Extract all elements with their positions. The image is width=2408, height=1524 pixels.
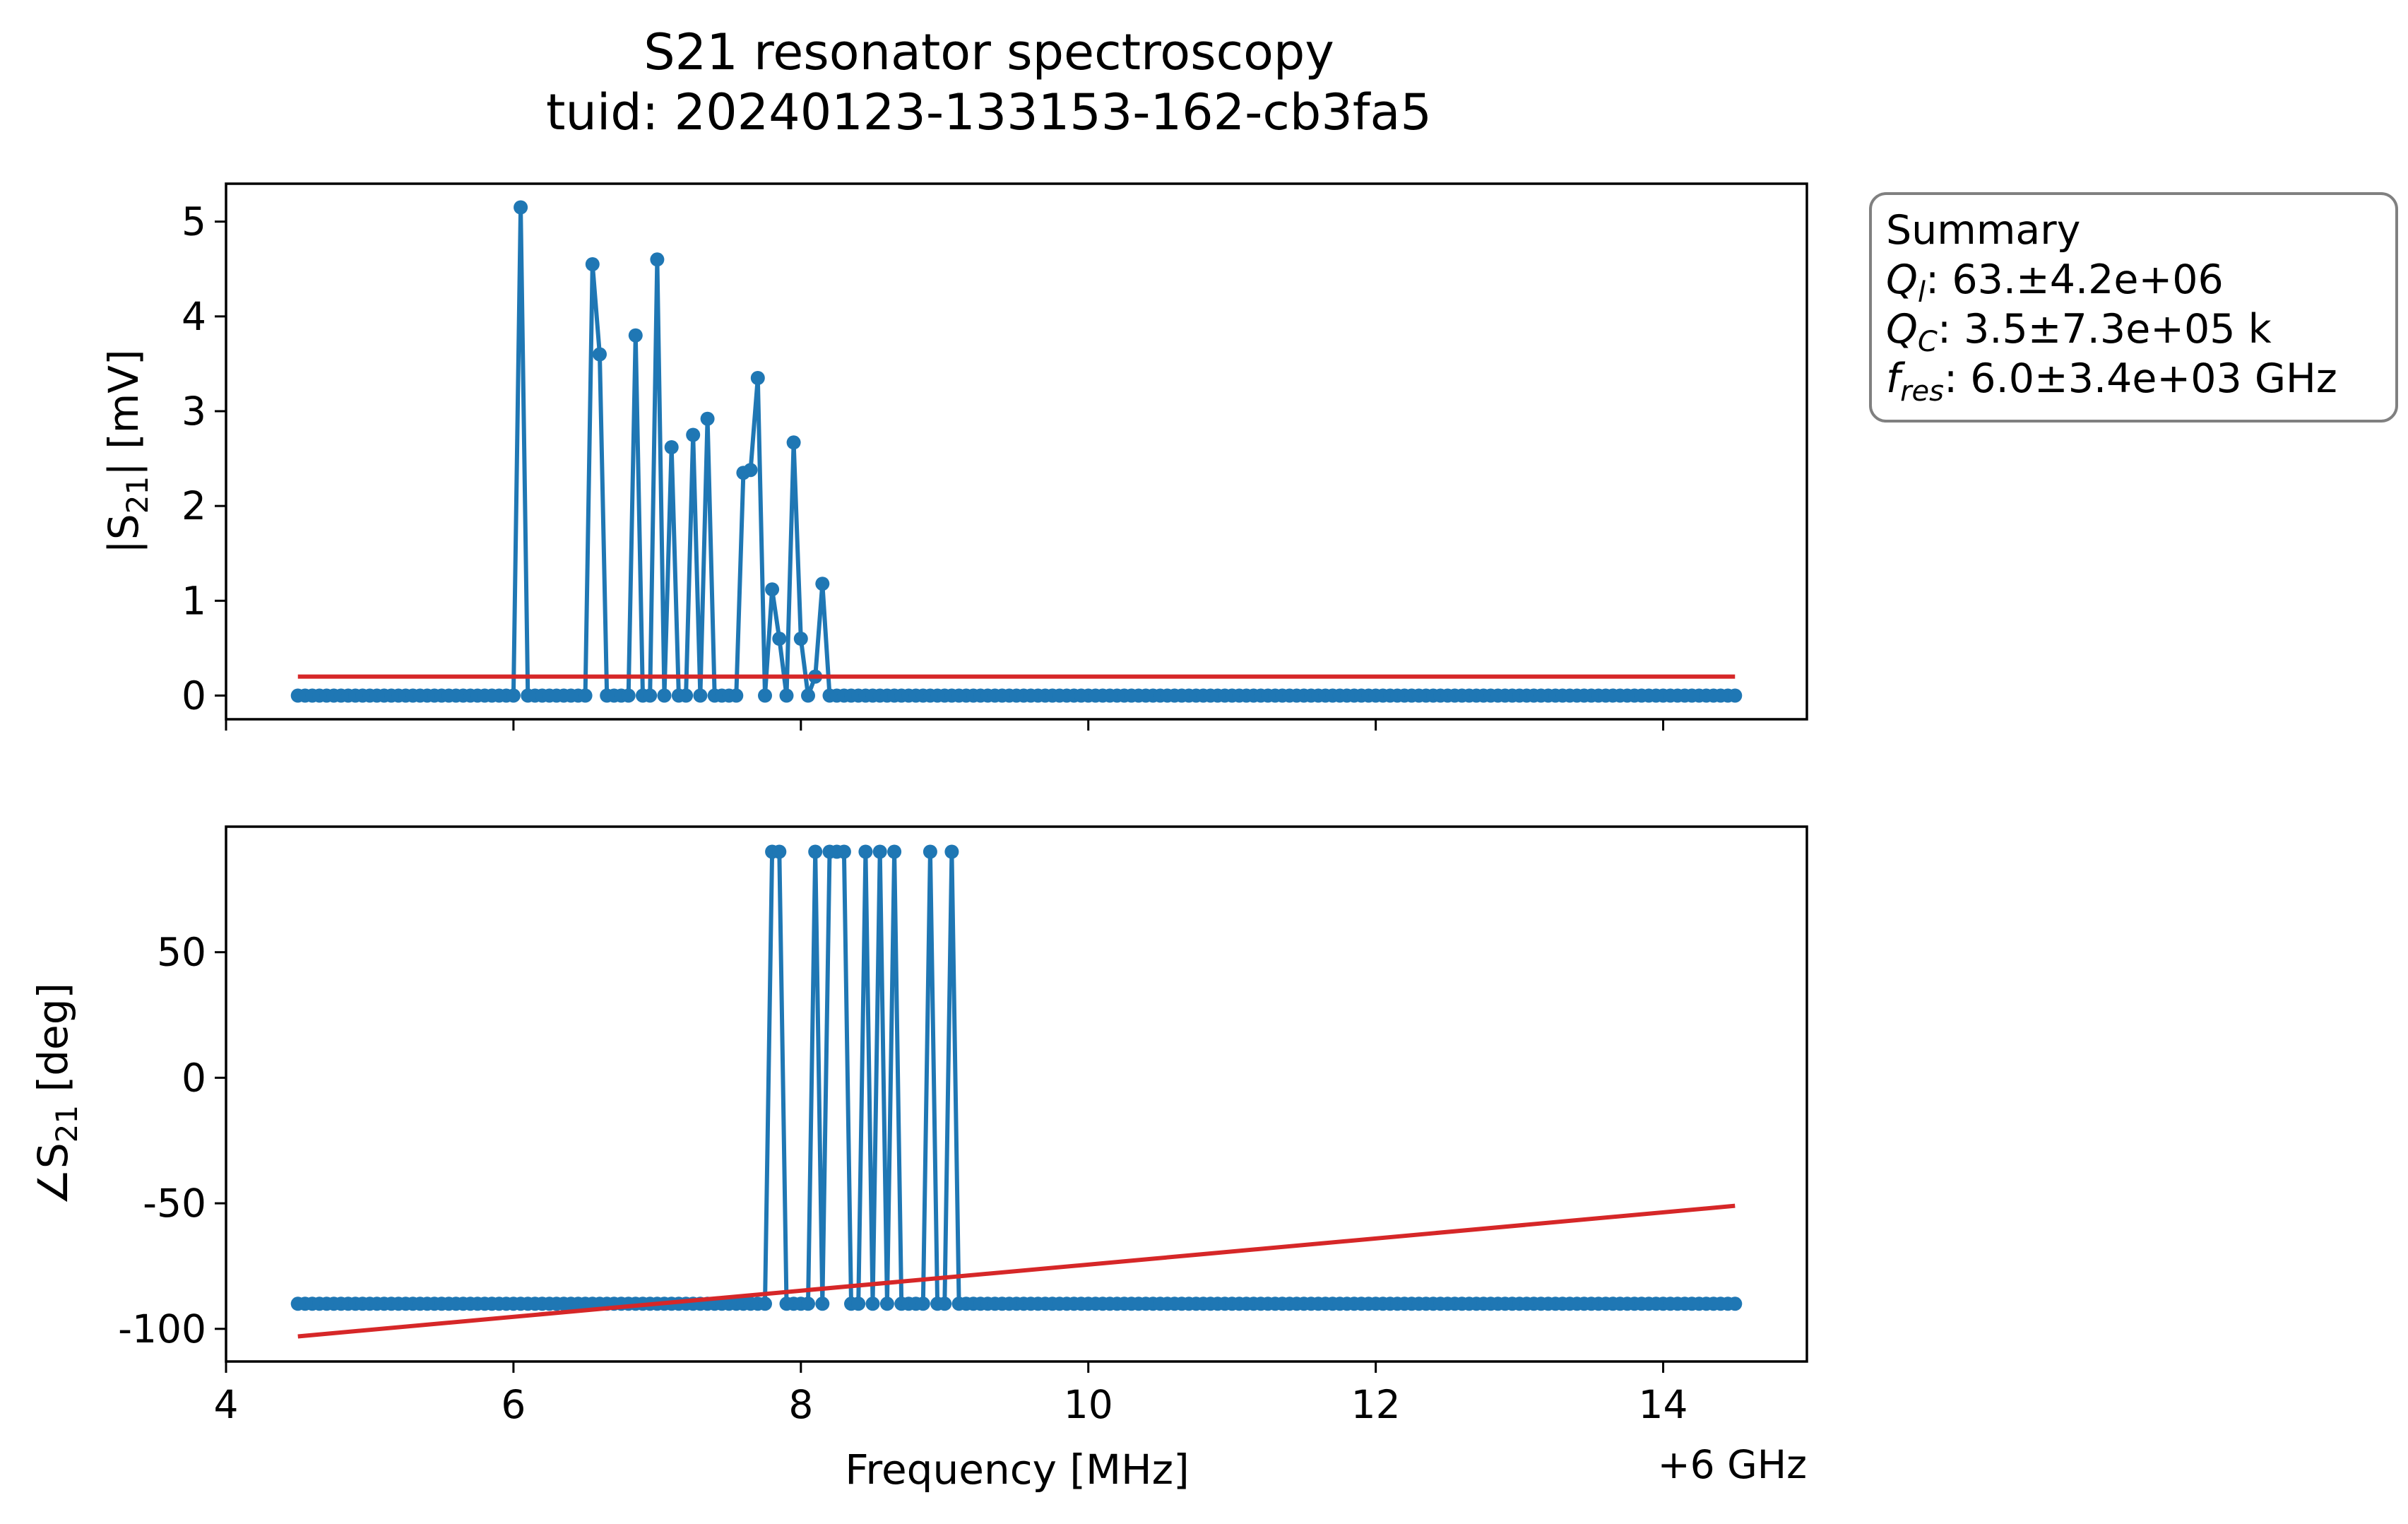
data-point [758,1296,772,1311]
y-axis-label-subscript: 21 [49,1105,84,1142]
y-tick-label: 1 [182,578,206,623]
data-point [578,688,593,703]
axes-frame [225,182,1808,721]
fit-line [297,1203,1736,1339]
summary-value: : 63.±4.2e+06 [1926,256,2224,303]
data-point [643,688,658,703]
data-point [585,257,600,271]
summary-quality-loaded: Ql: 63.±4.2e+06 [1886,256,2224,309]
data-point [865,1296,880,1311]
summary-box-frame [1869,192,2398,423]
data-point [836,844,851,859]
chart-subtitle: tuid: 20240123-133153-162-cb3fa5 [546,83,1432,141]
data-point [743,463,758,478]
data-point [700,411,715,426]
magnitude-panel: 0 1 2 3 4 5 |S21| [mV] [100,182,1808,731]
data-point [679,688,694,703]
data-point [801,1296,815,1311]
summary-symbol: Q [1886,256,1918,303]
summary-value: : 3.5±7.3e+05 k [1938,306,2272,353]
y-tick-label: 4 [182,294,206,339]
data-point [801,688,815,703]
y-axis-label: ∠S21 [deg] [29,983,84,1205]
data-point [793,632,808,646]
y-axis-label-subscript: 21 [120,476,155,514]
x-tick-label: 4 [214,1382,239,1427]
data-point [514,200,528,215]
x-offset-label: +6 GHz [1658,1442,1807,1487]
summary-heading: Summary [1886,207,2080,254]
x-tick-label: 8 [788,1382,813,1427]
y-tick-label: 3 [182,389,206,434]
summary-subscript: l [1918,276,1926,309]
data-line [297,849,1736,1306]
summary-value: : 6.0±3.4e+03 GHz [1944,355,2337,402]
data-point [1728,1296,1743,1311]
summary-subscript: C [1918,326,1938,358]
y-tick-label: -50 [143,1181,206,1226]
data-point [593,347,607,362]
x-tick-label: 6 [501,1382,526,1427]
data-point [765,582,780,597]
summary-resonance-frequency: fres: 6.0±3.4e+03 GHz [1886,355,2337,408]
data-point [758,688,772,703]
x-axis-label: Frequency [MHz] [845,1446,1189,1494]
data-point [923,844,937,859]
y-axis-label-part: ∠S [29,1142,77,1205]
axes-frame [225,825,1808,1363]
x-tick-label: 14 [1639,1382,1688,1427]
y-tick-label: 5 [182,199,206,244]
y-axis-label-part: [deg] [29,983,77,1105]
y-tick-label: 2 [182,483,206,528]
y-axis-label-part: | [mV] [100,349,148,475]
data-point [858,844,873,859]
summary-box: Summary Ql: 63.±4.2e+06 QC: 3.5±7.3e+05 … [1869,192,2398,423]
summary-quality-coupling: QC: 3.5±7.3e+05 k [1886,306,2272,358]
summary-symbol: Q [1886,306,1918,353]
y-axis-label-part: |S [100,514,148,553]
data-point [887,844,902,859]
data-point [808,844,823,859]
data-point [937,1296,952,1311]
data-point [664,440,679,454]
data-point [779,688,794,703]
x-tick-label: 10 [1064,1382,1113,1427]
y-tick-label: 50 [157,930,206,975]
data-point [851,1296,866,1311]
data-point [815,577,830,591]
data-point [686,427,701,442]
y-tick-label: -100 [118,1306,206,1352]
data-point [872,844,887,859]
data-point [772,632,787,646]
data-point [650,252,665,267]
y-axis-label: |S21| [mV] [100,349,155,553]
data-point [628,328,643,343]
data-point [657,688,672,703]
y-tick-label: 0 [182,673,206,718]
data-line [297,205,1736,698]
summary-subscript: res [1900,375,1944,408]
data-point [693,688,708,703]
data-point [1728,688,1743,703]
data-point [750,371,765,385]
x-tick-label: 12 [1351,1382,1401,1427]
data-point [944,844,959,859]
data-point [879,1296,894,1311]
chart-title: S21 resonator spectroscopy [643,23,1334,81]
data-point [815,1296,830,1311]
data-point [506,688,521,703]
data-point [621,688,636,703]
data-point [786,435,801,450]
data-point [772,844,787,859]
data-point [915,1296,930,1311]
data-point [729,688,744,703]
y-tick-label: 0 [182,1055,206,1100]
